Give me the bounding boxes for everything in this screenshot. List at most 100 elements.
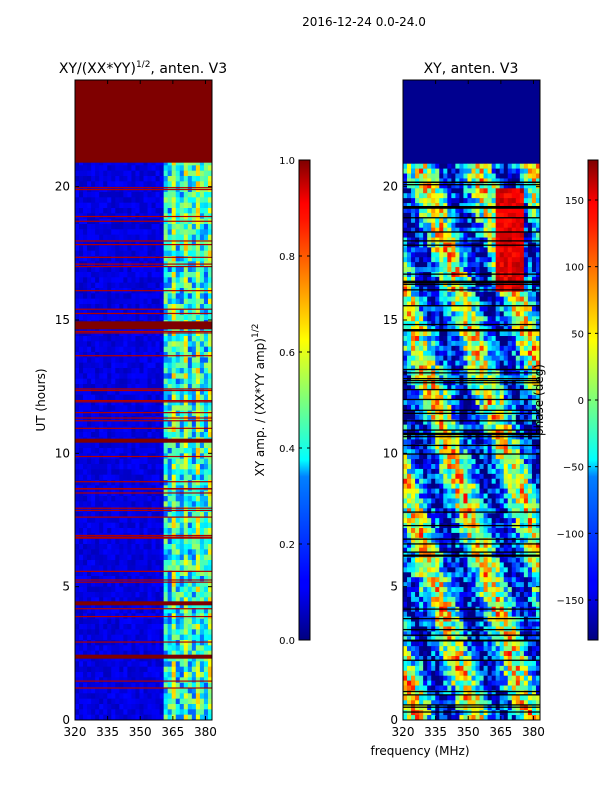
heatmap-cell: [179, 666, 185, 673]
heatmap-cell: [155, 298, 160, 305]
heatmap-cell: [415, 345, 420, 352]
heatmap-cell: [167, 197, 173, 203]
heatmap-cell: [403, 331, 408, 337]
heatmap-cell: [103, 197, 108, 203]
heatmap-cell: [163, 629, 168, 635]
heatmap-cell: [111, 256, 116, 262]
heatmap-cell: [199, 272, 205, 278]
heatmap-cell: [207, 672, 212, 678]
heatmap-cell: [75, 576, 80, 582]
heatmap-cell: [115, 704, 120, 710]
heatmap-cell: [111, 586, 116, 593]
heatmap-cell: [131, 576, 136, 582]
heatmap-cell: [471, 267, 476, 273]
heatmap-cell: [175, 256, 181, 262]
heatmap-cell: [75, 544, 80, 550]
heatmap-cell: [87, 608, 92, 614]
heatmap-cell: [115, 410, 120, 417]
heatmap-cell: [503, 232, 509, 238]
heatmap-cell: [131, 224, 136, 230]
heatmap-cell: [491, 301, 496, 307]
heatmap-cell: [175, 197, 181, 203]
heatmap-cell: [103, 458, 108, 465]
heatmap-cell: [195, 400, 201, 406]
heatmap-cell: [135, 416, 140, 422]
heatmap-cell: [203, 256, 209, 262]
heatmap-cell: [91, 677, 96, 683]
heatmap-cell: [507, 340, 513, 347]
heatmap-cell: [199, 400, 205, 406]
heatmap-cell: [523, 173, 529, 179]
heatmap-cell: [143, 506, 148, 513]
heatmap-cell: [207, 576, 212, 582]
heatmap-cell: [171, 538, 177, 545]
heatmap-cell: [427, 193, 432, 199]
flagged-row: [75, 641, 212, 643]
amplitude-colorbar-ticks: 0.00.20.40.60.81.0: [279, 156, 310, 647]
heatmap-cell: [479, 247, 484, 253]
flagged-row: [75, 308, 212, 310]
heatmap-cell: [83, 240, 88, 246]
heatmap-cell: [91, 160, 96, 166]
heatmap-cell: [155, 704, 160, 710]
heatmap-cell: [491, 203, 496, 209]
heatmap-cell: [199, 597, 205, 603]
heatmap-cell: [183, 341, 189, 347]
heatmap-cell: [171, 202, 177, 209]
heatmap-cell: [419, 237, 424, 243]
heatmap-cell: [167, 293, 173, 299]
heatmap-cell: [535, 198, 540, 204]
heatmap-cell: [139, 266, 144, 273]
heatmap-cell: [199, 458, 205, 465]
heatmap-cell: [139, 688, 144, 694]
heatmap-cell: [135, 586, 140, 593]
heatmap-cell: [171, 544, 177, 550]
heatmap-cell: [83, 282, 88, 289]
heatmap-cell: [443, 247, 448, 253]
heatmap-cell: [115, 629, 120, 635]
heatmap-cell: [115, 346, 120, 353]
heatmap-cell: [447, 301, 452, 307]
heatmap-cell: [447, 296, 452, 302]
heatmap-cell: [175, 448, 181, 454]
heatmap-cell: [187, 266, 193, 273]
heatmap-cell: [523, 296, 529, 302]
heatmap-cell: [79, 474, 84, 481]
heatmap-cell: [491, 222, 496, 228]
heatmap-cell: [139, 160, 144, 166]
heatmap-cell: [83, 597, 88, 603]
heatmap-cell: [443, 257, 448, 263]
heatmap-cell: [123, 666, 128, 673]
heatmap-cell: [183, 581, 189, 587]
heatmap-cell: [503, 301, 509, 307]
heatmap-cell: [75, 400, 80, 406]
heatmap-cell: [175, 634, 181, 641]
heatmap-cell: [495, 306, 501, 312]
heatmap-cell: [135, 160, 140, 166]
heatmap-cell: [507, 336, 513, 342]
heatmap-cell: [79, 565, 84, 571]
heatmap-cell: [135, 426, 140, 433]
heatmap-cell: [83, 634, 88, 641]
heatmap-cell: [119, 170, 124, 177]
heatmap-cell: [119, 202, 124, 209]
heatmap-cell: [135, 640, 140, 646]
heatmap-cell: [535, 306, 540, 312]
heatmap-cell: [207, 448, 212, 454]
heatmap-cell: [111, 304, 116, 310]
heatmap-cell: [95, 512, 100, 518]
heatmap-cell: [143, 624, 148, 630]
heatmap-cell: [447, 340, 452, 347]
heatmap-cell: [171, 442, 177, 449]
heatmap-cell: [75, 554, 80, 561]
heatmap-cell: [123, 160, 128, 166]
heatmap-cell: [467, 311, 472, 317]
heatmap-cell: [479, 163, 484, 169]
heatmap-cell: [163, 698, 168, 705]
heatmap-cell: [203, 480, 209, 486]
heatmap-cell: [507, 267, 513, 273]
heatmap-cell: [507, 237, 513, 243]
heatmap-cell: [79, 645, 84, 651]
heatmap-cell: [191, 618, 197, 625]
heatmap-cell: [119, 426, 124, 433]
